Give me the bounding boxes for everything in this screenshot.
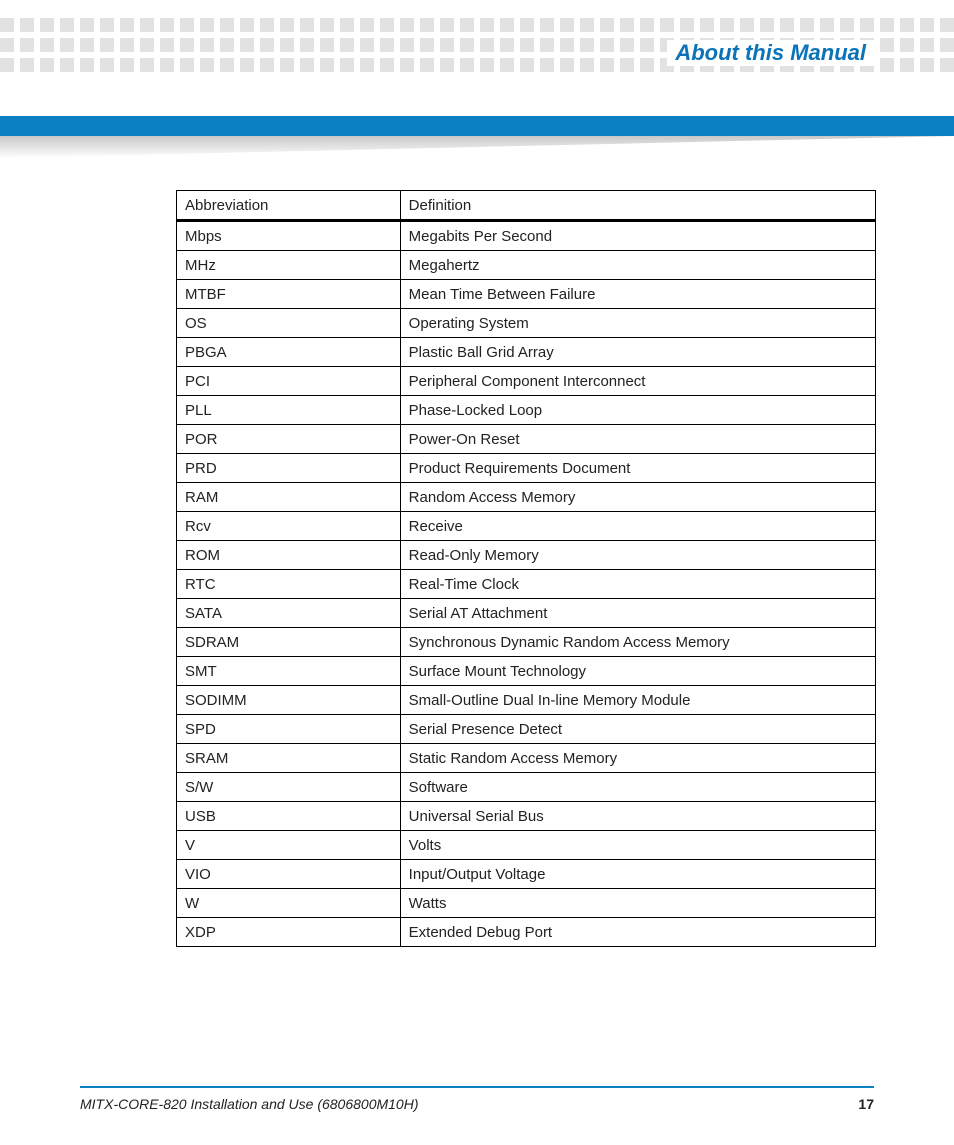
footer-rule [80, 1086, 874, 1088]
table-row: SPDSerial Presence Detect [177, 715, 876, 744]
footer-page-number: 17 [858, 1096, 874, 1112]
cell-definition: Software [400, 773, 875, 802]
table-row: PRDProduct Requirements Document [177, 454, 876, 483]
table-row: RAMRandom Access Memory [177, 483, 876, 512]
cell-definition: Serial AT Attachment [400, 599, 875, 628]
cell-abbreviation: PBGA [177, 338, 401, 367]
cell-abbreviation: PCI [177, 367, 401, 396]
table-row: SMTSurface Mount Technology [177, 657, 876, 686]
cell-abbreviation: PRD [177, 454, 401, 483]
cell-abbreviation: SRAM [177, 744, 401, 773]
table-row: RcvReceive [177, 512, 876, 541]
table-row: PBGAPlastic Ball Grid Array [177, 338, 876, 367]
cell-abbreviation: RTC [177, 570, 401, 599]
cell-definition: Universal Serial Bus [400, 802, 875, 831]
table-row: S/WSoftware [177, 773, 876, 802]
header-bar [0, 116, 954, 136]
cell-abbreviation: SPD [177, 715, 401, 744]
table-row: MbpsMegabits Per Second [177, 221, 876, 251]
cell-definition: Serial Presence Detect [400, 715, 875, 744]
cell-definition: Plastic Ball Grid Array [400, 338, 875, 367]
cell-abbreviation: MHz [177, 251, 401, 280]
cell-abbreviation: VIO [177, 860, 401, 889]
cell-definition: Peripheral Component Interconnect [400, 367, 875, 396]
table-row: ROMRead-Only Memory [177, 541, 876, 570]
cell-definition: Read-Only Memory [400, 541, 875, 570]
cell-abbreviation: PLL [177, 396, 401, 425]
table-row: MHzMegahertz [177, 251, 876, 280]
table-row: PCIPeripheral Component Interconnect [177, 367, 876, 396]
cell-abbreviation: USB [177, 802, 401, 831]
page-title: About this Manual [667, 40, 874, 66]
cell-definition: Static Random Access Memory [400, 744, 875, 773]
table-row: VIOInput/Output Voltage [177, 860, 876, 889]
cell-abbreviation: SMT [177, 657, 401, 686]
table-row: USBUniversal Serial Bus [177, 802, 876, 831]
cell-definition: Phase-Locked Loop [400, 396, 875, 425]
cell-abbreviation: SATA [177, 599, 401, 628]
table-row: SATASerial AT Attachment [177, 599, 876, 628]
cell-abbreviation: POR [177, 425, 401, 454]
cell-definition: Operating System [400, 309, 875, 338]
table-row: SODIMMSmall-Outline Dual In-line Memory … [177, 686, 876, 715]
cell-definition: Volts [400, 831, 875, 860]
cell-definition: Small-Outline Dual In-line Memory Module [400, 686, 875, 715]
abbreviations-table-wrap: Abbreviation Definition MbpsMegabits Per… [176, 190, 876, 947]
cell-abbreviation: MTBF [177, 280, 401, 309]
cell-definition: Megabits Per Second [400, 221, 875, 251]
table-row: PLLPhase-Locked Loop [177, 396, 876, 425]
cell-abbreviation: SODIMM [177, 686, 401, 715]
cell-abbreviation: Rcv [177, 512, 401, 541]
table-row: MTBFMean Time Between Failure [177, 280, 876, 309]
cell-definition: Power-On Reset [400, 425, 875, 454]
cell-abbreviation: XDP [177, 918, 401, 947]
cell-abbreviation: SDRAM [177, 628, 401, 657]
cell-definition: Extended Debug Port [400, 918, 875, 947]
cell-definition: Product Requirements Document [400, 454, 875, 483]
cell-definition: Mean Time Between Failure [400, 280, 875, 309]
table-row: VVolts [177, 831, 876, 860]
cell-definition: Megahertz [400, 251, 875, 280]
cell-abbreviation: V [177, 831, 401, 860]
cell-definition: Watts [400, 889, 875, 918]
cell-definition: Receive [400, 512, 875, 541]
footer-doc-title: MITX-CORE-820 Installation and Use (6806… [80, 1096, 419, 1112]
abbreviations-table: Abbreviation Definition MbpsMegabits Per… [176, 190, 876, 947]
cell-definition: Synchronous Dynamic Random Access Memory [400, 628, 875, 657]
table-row: RTCReal-Time Clock [177, 570, 876, 599]
col-header-definition: Definition [400, 191, 875, 221]
table-row: SRAMStatic Random Access Memory [177, 744, 876, 773]
cell-abbreviation: W [177, 889, 401, 918]
cell-definition: Input/Output Voltage [400, 860, 875, 889]
cell-definition: Real-Time Clock [400, 570, 875, 599]
cell-abbreviation: Mbps [177, 221, 401, 251]
page-footer: MITX-CORE-820 Installation and Use (6806… [80, 1096, 874, 1112]
table-header-row: Abbreviation Definition [177, 191, 876, 221]
table-row: XDPExtended Debug Port [177, 918, 876, 947]
header-shadow [0, 136, 954, 158]
cell-definition: Random Access Memory [400, 483, 875, 512]
cell-abbreviation: OS [177, 309, 401, 338]
cell-abbreviation: RAM [177, 483, 401, 512]
cell-abbreviation: S/W [177, 773, 401, 802]
cell-definition: Surface Mount Technology [400, 657, 875, 686]
col-header-abbreviation: Abbreviation [177, 191, 401, 221]
table-row: OSOperating System [177, 309, 876, 338]
table-row: PORPower-On Reset [177, 425, 876, 454]
table-row: WWatts [177, 889, 876, 918]
table-row: SDRAMSynchronous Dynamic Random Access M… [177, 628, 876, 657]
cell-abbreviation: ROM [177, 541, 401, 570]
